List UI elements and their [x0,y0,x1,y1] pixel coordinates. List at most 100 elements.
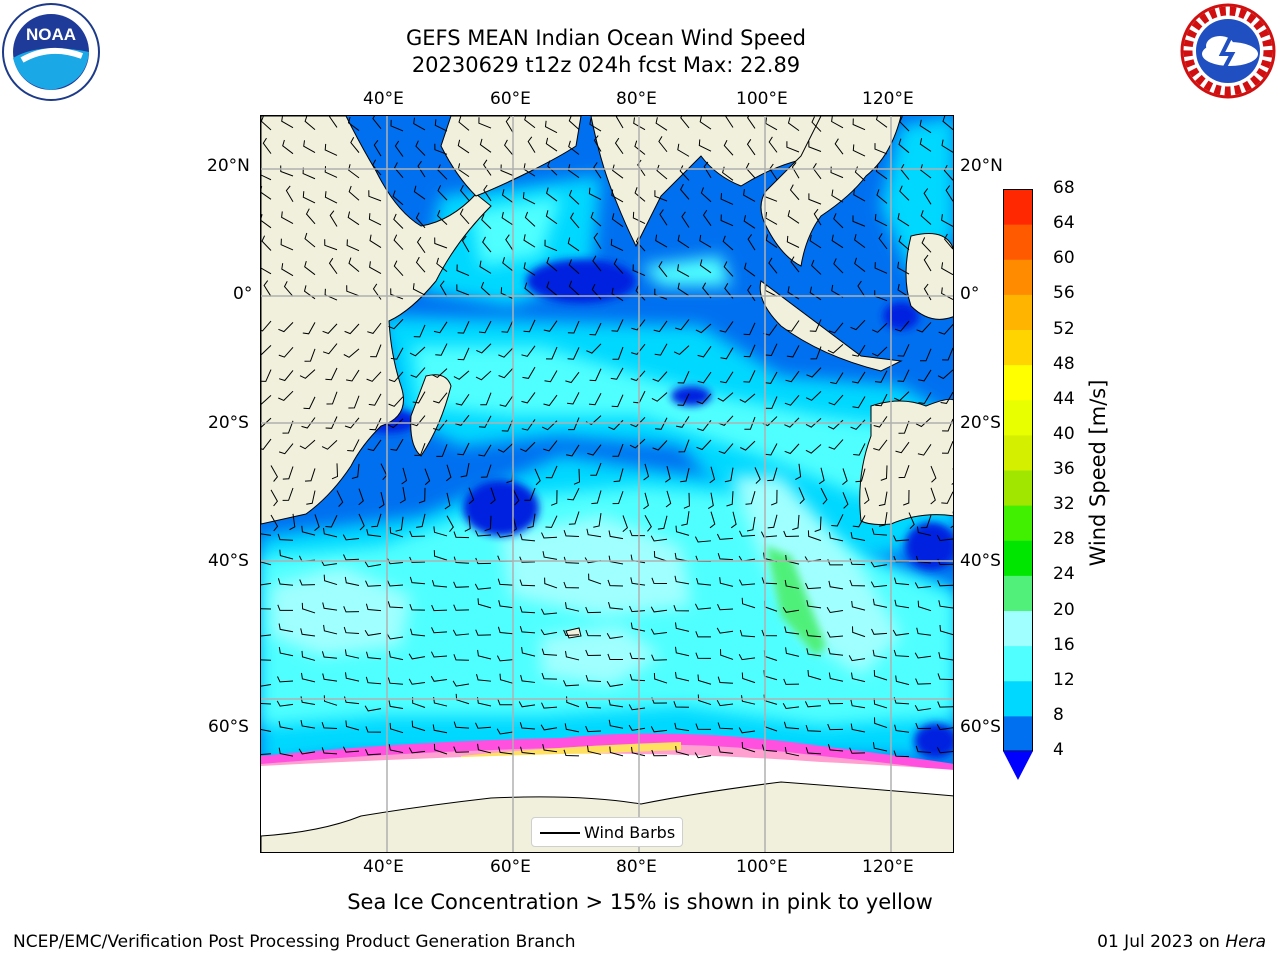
wind-barb [261,235,272,251]
wind-barb [665,465,671,483]
wind-barb [518,701,536,708]
wind-barb [787,286,800,300]
wind-barb [477,598,492,609]
wind-barb [501,320,514,333]
wind-barb [718,443,734,454]
wind-barb [262,137,272,154]
wind-barb [941,139,953,153]
wind-barb [849,747,866,754]
wind-barb [608,530,624,540]
wind-barb [739,393,756,403]
wind-barb [365,676,382,685]
wind-barb [261,185,272,200]
wind-barb [519,556,536,563]
wind-barb [490,487,496,505]
wind-barb [483,184,492,202]
wind-barb [873,698,888,709]
wind-barb [410,367,426,378]
wind-barb [853,443,866,456]
wind-barb [433,550,448,561]
wind-barb [573,468,581,485]
wind-barb [717,676,734,684]
wind-barb [523,234,536,248]
wind-barb [699,234,712,248]
wind-barb [695,631,712,638]
lat-tick-right-60s: 60°S [960,717,1001,737]
wind-barb [590,211,602,227]
wind-barb [344,417,360,429]
wind-barb [545,346,558,360]
wind-barb [541,702,558,709]
wind-barb [409,556,426,563]
wind-barb [806,367,822,378]
wind-barb [942,116,953,131]
wind-barb [938,324,953,335]
wind-barb [301,650,316,661]
wind-barb [534,468,541,486]
wind-barb [478,415,492,428]
wind-barb [805,629,822,638]
wind-barb [674,575,690,585]
wind-barb [433,526,448,537]
wind-barb [720,347,734,360]
wind-barb [520,746,536,755]
wind-barb [720,371,734,384]
wind-barb [434,237,448,249]
wind-barb [395,516,404,532]
wind-barb [261,608,272,610]
wind-barb [300,720,316,729]
wind-barb [432,724,448,734]
wind-barb [950,511,953,529]
wind-barb [367,322,382,334]
wind-barb [738,579,756,586]
wind-barb [416,236,426,254]
wind-barb [460,462,470,478]
wind-barb [299,369,316,379]
wind-barb [768,136,778,153]
wind-barb [746,139,756,156]
wind-barb [657,515,668,530]
wind-barb [875,165,888,180]
wind-barb [408,653,426,660]
wind-barb [828,394,844,406]
wind-barb [303,140,316,154]
legend-label: Wind Barbs [584,823,676,842]
wind-barb [903,489,910,506]
wind-barb [842,492,849,509]
chart-subtitle: 20230629 t12z 024h fcst Max: 22.89 [411,53,801,77]
wind-barb [496,531,514,538]
wind-barb [655,117,668,131]
wind-barb [828,532,844,542]
wind-barb [303,396,316,410]
wind-barb [388,371,404,383]
wind-barb [343,348,360,358]
colorbar-tick-36: 36 [1053,459,1075,479]
wind-barb [345,720,360,731]
wind-barb [818,467,825,485]
wind-barb [590,462,602,476]
wind-barb [436,257,448,273]
wind-barb [278,747,294,757]
wind-barb [921,237,932,253]
wind-barb [612,346,624,360]
wind-barb [764,371,778,384]
wind-barb [680,468,690,483]
wind-barb [347,211,360,226]
wind-barb [322,673,338,682]
wind-barb [761,744,778,752]
colorbar-tick-4: 4 [1053,740,1064,760]
wind-barb [567,320,580,334]
wind-barb [261,753,272,755]
wind-barb [827,723,844,731]
wind-barb [393,213,404,229]
wind-barb [563,680,580,687]
wind-barb [302,322,316,335]
wind-barb [743,344,756,358]
wind-barb [388,396,404,407]
wind-barb [680,116,690,129]
wind-barb [475,557,492,565]
wind-barb [568,511,580,525]
wind-barb [263,280,272,297]
wind-barb [399,487,406,504]
wind-barb [716,627,734,634]
